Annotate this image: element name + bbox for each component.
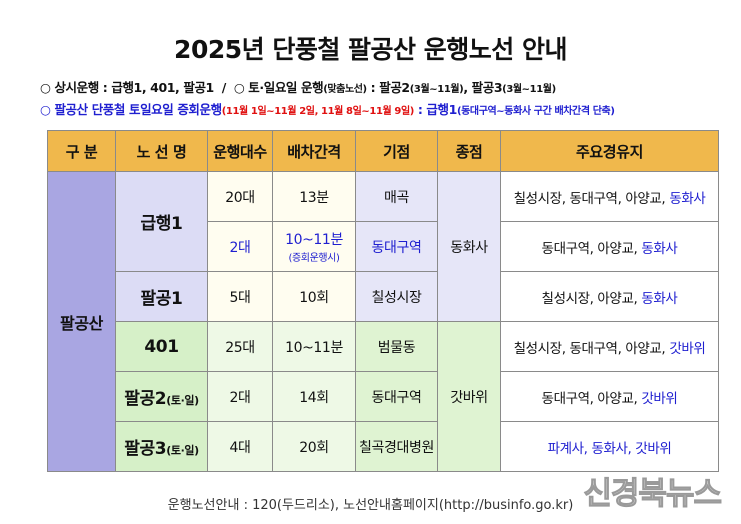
header-cell: 구 분 [47,130,116,172]
notice-segment: , 팔공3 [463,80,503,95]
via-stops: 동대구역, 아양교, [541,390,638,407]
via-end: 동화사 [669,190,706,207]
interval: 20회 [272,421,356,472]
start: 동대구역 [355,221,438,272]
route: 401 [115,321,208,372]
start: 칠성시장 [355,271,438,322]
route-name: 팔공2 [124,389,167,409]
start: 범물동 [355,321,438,372]
notice: ○ 팔공산 단풍철 토일요일 증회운행(11월 1일~11월 2일, 11월 8… [40,99,615,118]
interval: 13분 [272,171,356,222]
start: 매곡 [355,171,438,222]
notice-segment: : 급행1 [413,102,457,117]
notice-segment: : 팔공2 [366,80,410,95]
watermark: 신경북뉴스 [583,476,723,513]
header-cell: 주요경유지 [500,130,719,172]
via: 칠성시장, 아양교, 동화사 [500,271,719,322]
row: 팔공3(토·일) 4대 20회 칠곡경대병원 파계사, 동화사, 갓바위 [48,421,719,472]
via: 칠성시장, 동대구역, 아양교, 갓바위 [500,321,719,372]
buses: 5대 [207,271,273,322]
buses: 2대 [207,371,273,422]
route: 급행1 [115,171,208,272]
via: 동대구역, 아양교, 갓바위 [500,371,719,422]
interval-value: 10~11분 [285,232,343,248]
notice: ○ 상시운행 : 급행1, 401, 팔공1 / ○ 토·일요일 운행(맞춤노선… [40,77,556,96]
row: 2대 10~11분 (증회운행시) 동대구역 동대구역, 아양교, 동화사 [48,221,719,272]
route-table: 구 분 노 선 명 운행대수 배차간격 기점 종점 주요경유지 팔공산 급행1 … [47,130,719,472]
via-stops: 파계사, 동화사, 갓바위 [547,440,672,457]
buses: 2대 [207,221,273,272]
route: 팔공1 [115,271,208,322]
row: 팔공2(토·일) 2대 14회 동대구역 동대구역, 아양교, 갓바위 [48,371,719,422]
group-cell: 팔공산 [47,171,116,472]
route-name: 팔공3 [124,439,167,459]
route-note: (토·일) [166,444,199,457]
buses: 4대 [207,421,273,472]
row: 401 25대 10~11분 범물동 갓바위 칠성시장, 동대구역, 아양교, 갓… [48,321,719,472]
via: 칠성시장, 동대구역, 아양교, 동화사 [500,171,719,222]
row: 팔공산 급행1 20대 13분 매곡 동화사 칠성시장, 동대구역, 아양교, 동… [47,171,719,472]
title: 2025년 단풍철 팔공산 운행노선 안내 [174,35,567,64]
notice-segment: (3월~11월) [409,84,464,95]
buses: 25대 [207,321,273,372]
via-stops: 동대구역, 아양교, [541,240,638,257]
footer: 운행노선안내 : 120(두드리소), 노선안내홈페이지(http://busi… [167,498,574,513]
via-stops: 칠성시장, 동대구역, 아양교, [513,340,666,357]
start: 동대구역 [355,371,438,422]
notice-segment: (3월~11월) [502,84,556,95]
interval-note: (증회운행시) [288,253,340,264]
via-end: 동화사 [641,290,678,307]
notice-segment: (11월 1일~11월 2일, 11월 8일~11월 9일) [221,106,415,117]
header-cell: 노 선 명 [115,130,208,172]
header-cell: 배차간격 [272,130,356,172]
notice-segment: (맞춤노선) [323,84,367,95]
via-end: 갓바위 [669,340,706,357]
interval: 14회 [272,371,356,422]
via-end: 동화사 [641,240,678,257]
buses: 20대 [207,171,273,222]
route: 팔공3(토·일) [115,421,208,472]
via-stops: 칠성시장, 동대구역, 아양교, [513,190,666,207]
via-end: 갓바위 [641,390,678,407]
notice-segment: ○ 팔공산 단풍철 토일요일 증회운행 [40,102,222,117]
route: 팔공2(토·일) [115,371,208,422]
interval: 10~11분 (증회운행시) [272,221,356,272]
terminus: 동화사 [437,171,501,322]
row: 팔공1 5대 10회 칠성시장 칠성시장, 아양교, 동화사 [48,271,719,322]
notice-segment: ○ 상시운행 : 급행1, 401, 팔공1 / ○ 토·일요일 운행 [40,80,324,95]
header-row: 구 분 노 선 명 운행대수 배차간격 기점 종점 주요경유지 [47,130,719,172]
interval: 10회 [272,271,356,322]
via: 동대구역, 아양교, 동화사 [500,221,719,272]
start: 칠곡경대병원 [355,421,438,472]
via: 파계사, 동화사, 갓바위 [500,421,719,472]
route-note: (토·일) [166,394,199,407]
via-stops: 칠성시장, 아양교, [541,290,638,307]
header-cell: 기점 [355,130,438,172]
interval: 10~11분 [272,321,356,372]
header-cell: 운행대수 [207,130,273,172]
notice-segment: (동대구역~동화사 구간 배차간격 단축) [456,106,615,117]
terminus: 갓바위 [437,321,501,472]
header-cell: 종점 [437,130,501,172]
